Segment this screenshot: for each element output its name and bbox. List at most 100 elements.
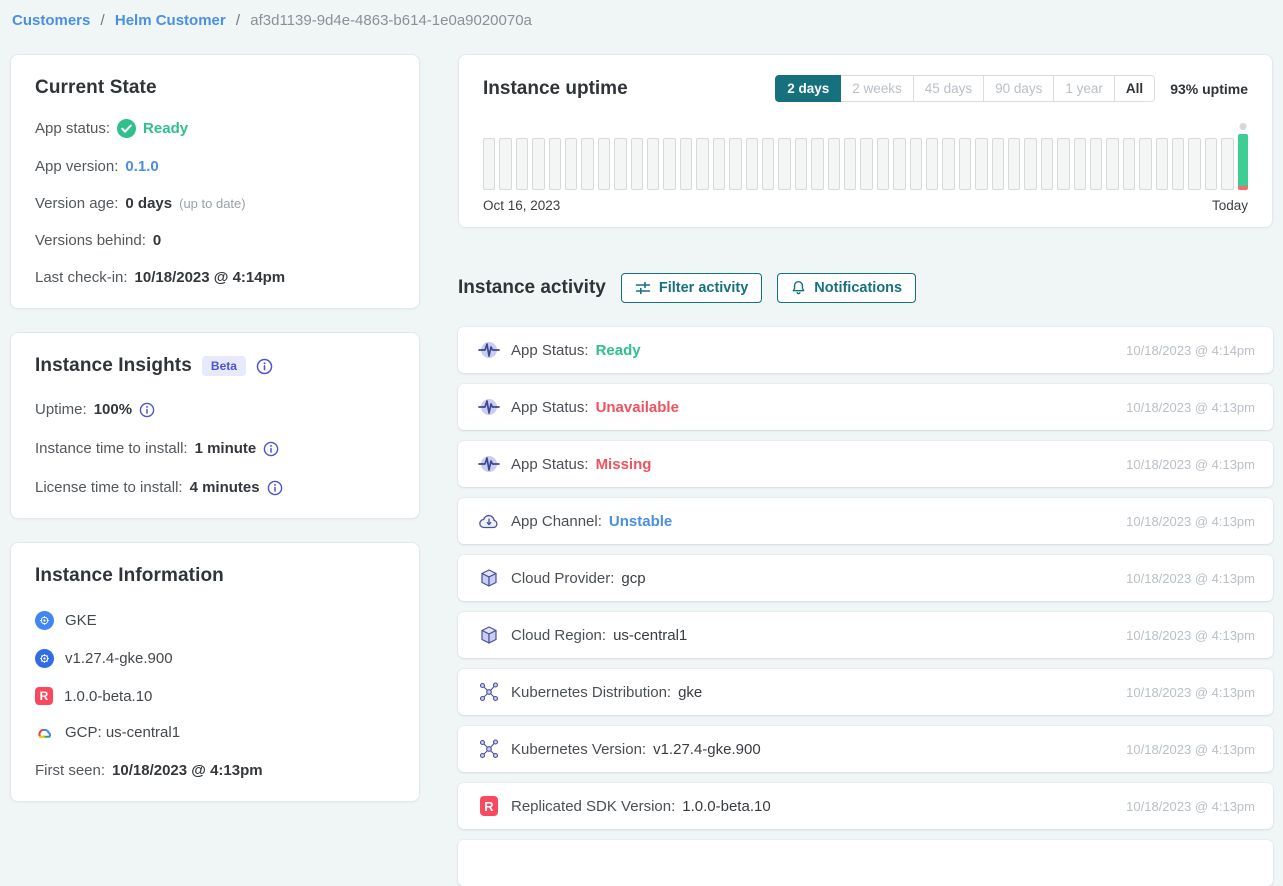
uptime-range-45-days[interactable]: 45 days	[912, 75, 985, 102]
uptime-percentage: 93% uptime	[1170, 80, 1248, 97]
instance-activity-title: Instance activity	[458, 277, 606, 298]
info-icon[interactable]	[267, 480, 283, 496]
uptime-segment-up	[1237, 134, 1249, 186]
app-version-label: App version:	[35, 158, 119, 175]
chart-end-label: Today	[1211, 198, 1248, 213]
filter-activity-button[interactable]: Filter activity	[620, 273, 763, 303]
uptime-bar-empty	[597, 138, 611, 190]
activity-label: Cloud Provider:	[511, 569, 615, 587]
sdk-version-value: 1.0.0-beta.10	[64, 687, 153, 705]
activity-value: Ready	[595, 341, 641, 359]
activity-timestamp: 10/18/2023 @ 4:13pm	[1126, 627, 1255, 643]
breadcrumb-instance-id: af3d1139-9d4e-4863-b614-1e0a9020070a	[250, 12, 532, 29]
k8s-version-value: v1.27.4-gke.900	[65, 650, 173, 667]
activity-row-partial	[458, 840, 1273, 886]
chart-start-label: Oct 16, 2023	[483, 198, 561, 213]
app-status-label: App status:	[35, 120, 111, 137]
uptime-bar-empty	[1204, 138, 1218, 190]
instance-uptime-title: Instance uptime	[483, 77, 628, 99]
uptime-bar-empty	[811, 138, 824, 190]
uptime-bar-empty	[565, 138, 578, 190]
instance-tti-value: 1 minute	[194, 440, 257, 457]
instance-activity-list: App Status: Ready 10/18/2023 @ 4:14pm App …	[458, 327, 1273, 886]
uptime-bar-current	[1237, 123, 1249, 190]
version-age-value: 0 days	[125, 195, 173, 212]
uptime-bar-empty	[876, 138, 890, 190]
uptime-label: Uptime:	[35, 401, 87, 418]
uptime-bar-empty	[548, 138, 562, 190]
app-status-row: App status: Ready	[35, 119, 395, 138]
breadcrumb: Customers / Helm Customer / af3d1139-9d4…	[10, 12, 1273, 29]
replicated-icon: R	[476, 796, 502, 816]
activity-row: Cloud Provider: gcp 10/18/2023 @ 4:13pm	[458, 555, 1273, 601]
beta-badge: Beta	[201, 355, 246, 377]
version-age-label: Version age:	[35, 195, 119, 212]
info-icon[interactable]	[263, 441, 279, 457]
activity-row: Cloud Region: us-central1 10/18/2023 @ 4:1…	[458, 612, 1273, 658]
gcp-icon	[35, 726, 54, 740]
uptime-bar-empty	[515, 138, 529, 190]
version-age-note: (up to date)	[179, 196, 246, 211]
instance-activity-header: Instance activity Filter activity Notifi…	[458, 273, 1273, 303]
current-state-title: Current State	[35, 77, 157, 98]
uptime-bar-empty	[581, 138, 594, 190]
uptime-range-1-year[interactable]: 1 year	[1053, 75, 1115, 102]
uptime-bar-empty	[679, 138, 693, 190]
uptime-bar-empty	[1122, 138, 1136, 190]
activity-timestamp: 10/18/2023 @ 4:13pm	[1126, 399, 1255, 415]
versions-behind-row: Versions behind: 0	[35, 232, 395, 249]
uptime-bar-empty	[1172, 138, 1185, 190]
activity-label: App Channel:	[511, 512, 602, 530]
first-seen-label: First seen:	[35, 762, 106, 779]
uptime-bar-empty	[909, 138, 922, 190]
activity-timestamp: 10/18/2023 @ 4:13pm	[1126, 513, 1255, 529]
last-checkin-label: Last check-in:	[35, 269, 128, 286]
instance-information-title: Instance Information	[35, 565, 224, 586]
activity-timestamp: 10/18/2023 @ 4:13pm	[1126, 684, 1255, 700]
bell-icon	[791, 280, 806, 296]
uptime-bar-empty	[1106, 138, 1119, 190]
distribution-value: GKE	[65, 612, 97, 629]
pulse-icon	[476, 340, 502, 360]
activity-row: Kubernetes Distribution: gke 10/18/2023 @ …	[458, 669, 1273, 715]
uptime-bar-empty	[1188, 138, 1201, 190]
uptime-range-all[interactable]: All	[1113, 75, 1156, 102]
uptime-bar-empty	[1057, 138, 1070, 190]
info-icon[interactable]	[256, 358, 273, 375]
notifications-button[interactable]: Notifications	[777, 273, 917, 303]
activity-label: Kubernetes Version:	[511, 740, 647, 758]
instance-information-card: Instance Information GKE v1.27.4-gke.900…	[10, 542, 420, 802]
k8s-version-row: v1.27.4-gke.900	[35, 649, 395, 668]
activity-value: gcp	[621, 569, 646, 587]
activity-value[interactable]: Unstable	[608, 512, 673, 530]
package-icon	[476, 624, 502, 646]
uptime-value: 100%	[93, 401, 133, 418]
uptime-bar-empty	[991, 138, 1004, 190]
uptime-bar-empty	[893, 138, 906, 190]
activity-row: App Channel: Unstable 10/18/2023 @ 4:13pm	[458, 498, 1273, 544]
uptime-bar-empty	[794, 138, 808, 190]
breadcrumb-link-customers[interactable]: Customers	[12, 12, 91, 29]
uptime-bar-empty	[1221, 138, 1234, 190]
kubernetes-nodes-icon	[476, 738, 502, 760]
breadcrumb-link-helm-customer[interactable]: Helm Customer	[114, 12, 226, 29]
license-tti-row: License time to install: 4 minutes	[35, 479, 395, 496]
activity-row: Kubernetes Version: v1.27.4-gke.900 10/18/…	[458, 726, 1273, 772]
left-column: Current State App status: Ready App vers…	[10, 54, 420, 802]
activity-row: App Status: Unavailable 10/18/2023 @ 4:13p…	[458, 384, 1273, 430]
info-icon[interactable]	[139, 402, 155, 418]
uptime-bar-empty	[532, 138, 545, 190]
uptime-range-2-days[interactable]: 2 days	[775, 75, 842, 102]
activity-label: Kubernetes Distribution:	[511, 683, 672, 701]
app-version-link[interactable]: 0.1.0	[125, 158, 159, 175]
kubernetes-nodes-icon	[476, 681, 502, 703]
uptime-range-2-weeks[interactable]: 2 weeks	[840, 75, 914, 102]
uptime-range-90-days[interactable]: 90 days	[983, 75, 1055, 102]
last-checkin-value: 10/18/2023 @ 4:14pm	[134, 269, 286, 286]
current-state-card: Current State App status: Ready App vers…	[10, 54, 420, 309]
uptime-bar-empty	[1090, 138, 1103, 190]
uptime-bar-empty	[712, 138, 726, 190]
instance-insights-card: Instance Insights Beta Uptime: 100% Inst…	[10, 332, 420, 519]
cloud-row: GCP: us-central1	[35, 724, 395, 741]
activity-value: Missing	[595, 455, 652, 473]
